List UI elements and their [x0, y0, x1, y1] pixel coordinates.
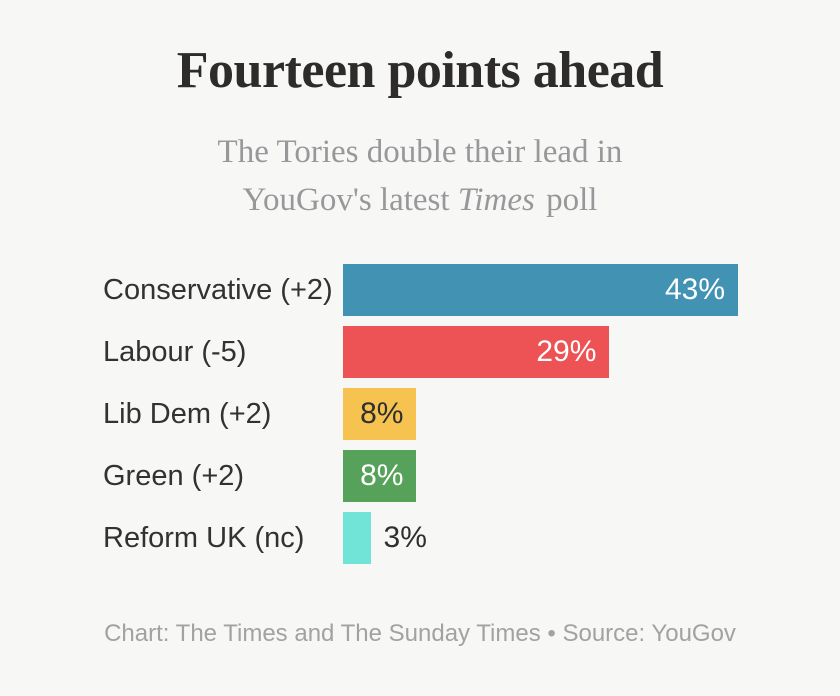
- chart-row-green: Green (+2) 8%: [103, 450, 738, 502]
- category-label-green: Green (+2): [103, 459, 245, 492]
- chart-row-labour: Labour (-5) 29%: [103, 326, 738, 378]
- value-label-reform-uk-nc: 3%: [383, 521, 427, 554]
- chart-footer-attribution: Chart: The Times and The Sunday Times • …: [104, 620, 736, 647]
- chart-title: Fourteen points ahead: [176, 42, 664, 99]
- chart-row-reform-uk-nc: Reform UK (nc) 3%: [103, 512, 738, 564]
- bar-reform-uk-nc: [343, 512, 371, 564]
- bar-lib-dem: 8%: [343, 388, 417, 440]
- category-label-lib-dem: Lib Dem (+2): [103, 397, 272, 430]
- chart-row-conservative: Conservative (+2) 43%: [103, 264, 738, 316]
- bar-track-labour: 29%: [343, 326, 738, 378]
- bar-track-lib-dem: 8%: [343, 388, 738, 440]
- bar-track-reform-uk-nc: 3%: [343, 512, 738, 564]
- bar-conservative: 43%: [343, 264, 738, 316]
- chart-subtitle: The Tories double their lead in YouGov's …: [0, 128, 840, 224]
- value-label-conservative: 43%: [664, 273, 725, 306]
- bar-track-green: 8%: [343, 450, 738, 502]
- subtitle-line2-post: poll: [537, 182, 598, 218]
- value-label-green: 8%: [360, 459, 404, 492]
- value-label-labour: 29%: [536, 335, 597, 368]
- subtitle-publication-name: Times: [457, 182, 535, 218]
- bar-track-conservative: 43%: [343, 264, 738, 316]
- value-label-lib-dem: 8%: [360, 397, 404, 430]
- category-label-conservative: Conservative (+2): [103, 273, 333, 306]
- category-label-labour: Labour (-5): [103, 335, 247, 368]
- subtitle-line2-pre: YouGov's latest: [242, 182, 458, 218]
- chart-row-lib-dem: Lib Dem (+2) 8%: [103, 388, 738, 440]
- bar-labour: 29%: [343, 326, 610, 378]
- bar-chart: Conservative (+2) 43% Labour (-5) 29% Lib De…: [103, 264, 738, 564]
- category-label-reform-uk-nc: Reform UK (nc): [103, 521, 305, 554]
- subtitle-line1: The Tories double their lead in: [217, 134, 623, 170]
- bar-green: 8%: [343, 450, 417, 502]
